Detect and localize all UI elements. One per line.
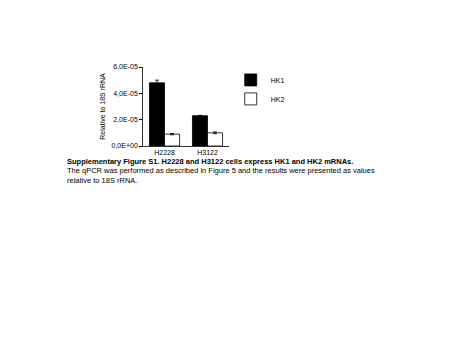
svg-text:HK2: HK2 [271, 96, 285, 103]
html-text:The qPCR was performed as desc: The qPCR was performed as described in F… [67, 166, 375, 185]
svg-text:H2228: H2228 [154, 149, 175, 156]
svg-text:Relative to 18S rRNA: Relative to 18S rRNA [99, 73, 106, 140]
svg-text:4,0E-05: 4,0E-05 [113, 90, 138, 97]
html-text:Supplementary Figure S1. H2228: Supplementary Figure S1. H2228 and H3122… [67, 157, 354, 166]
svg-text:H3122: H3122 [197, 149, 218, 156]
svg-text:HK1: HK1 [271, 77, 285, 84]
svg-text:2,0E-05: 2,0E-05 [113, 116, 138, 123]
svg-text:0,0E+00: 0,0E+00 [112, 142, 138, 149]
svg-text:6,0E-05: 6,0E-05 [113, 63, 138, 70]
